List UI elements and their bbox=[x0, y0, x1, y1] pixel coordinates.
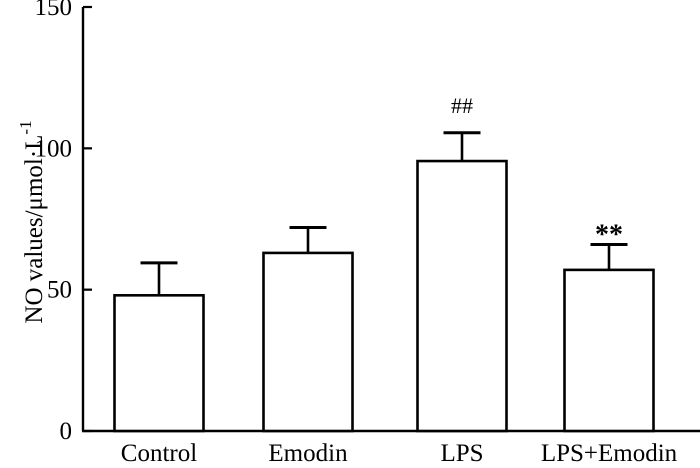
x-category-label: LPS+Emodin bbox=[541, 440, 678, 467]
y-tick-label: 0 bbox=[60, 418, 73, 445]
bar-lps bbox=[416, 159, 508, 433]
y-axis-title-base: NO values/μmol·L bbox=[21, 135, 48, 324]
significance-annotation: ** bbox=[595, 219, 623, 250]
bar-control bbox=[113, 294, 205, 433]
x-category-label: Emodin bbox=[268, 440, 348, 467]
x-category-label: Control bbox=[121, 440, 197, 467]
bar-emodin bbox=[262, 251, 354, 433]
y-tick-label: 150 bbox=[35, 0, 73, 21]
significance-annotation: ## bbox=[451, 93, 473, 118]
y-tick-label: 100 bbox=[35, 135, 73, 162]
y-tick-label: 50 bbox=[47, 277, 72, 304]
bar-lps+emodin bbox=[563, 268, 655, 433]
y-axis-title-superscript: -1 bbox=[16, 120, 35, 134]
y-axis-title: NO values/μmol·L-1 bbox=[16, 120, 48, 323]
x-category-label: LPS bbox=[440, 440, 483, 467]
